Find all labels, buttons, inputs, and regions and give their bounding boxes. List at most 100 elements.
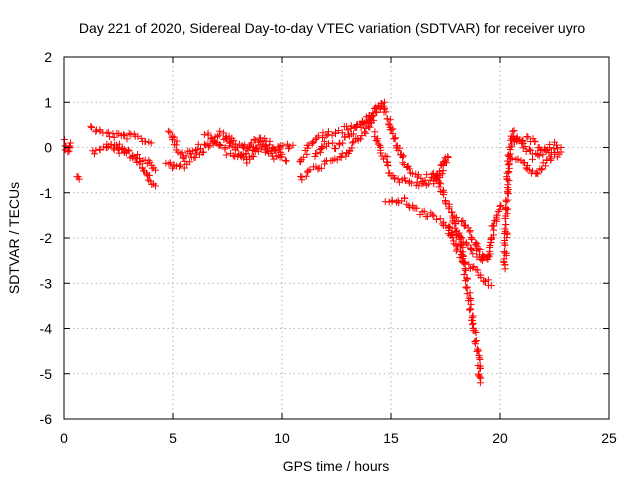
data-point [272,147,280,155]
data-point [244,146,252,154]
data-point [426,176,434,184]
data-point [206,142,214,150]
data-point [204,129,212,137]
data-point [445,226,453,234]
data-point [500,248,508,256]
data-point [320,138,328,146]
data-point [350,130,358,138]
y-axis-label: SDTVAR / TECUs [6,182,22,294]
data-point [423,171,431,179]
data-point [148,180,156,188]
data-point [165,160,173,168]
data-point [164,127,172,135]
data-point [534,170,542,178]
data-point [180,164,188,172]
data-point [509,127,517,135]
data-point [417,174,425,182]
data-point [147,139,155,147]
y-tick-label: 2 [44,49,52,65]
data-point [87,122,95,130]
data-point [459,217,467,225]
data-point [234,143,242,151]
data-point [372,108,380,116]
y-tick-label: -1 [40,185,53,201]
data-point [284,145,292,153]
data-point [436,179,444,187]
data-point [476,379,484,387]
y-tick-label: -6 [40,411,53,427]
data-point [152,166,160,174]
data-point [104,128,112,136]
data-point [429,169,437,177]
x-tick-label: 10 [274,430,290,446]
data-point [457,233,465,241]
data-point [88,123,96,131]
data-point [344,126,352,134]
data-point [444,154,452,162]
data-point [382,108,390,116]
data-point [533,169,541,177]
data-point [105,142,113,150]
data-point [123,135,131,143]
data-point [332,128,340,136]
data-point [337,153,345,161]
data-point [407,179,415,187]
data-point [145,171,153,179]
data-point [450,237,458,245]
data-point [439,160,447,168]
data-point [115,140,123,148]
data-point [514,155,522,163]
data-point [383,115,391,123]
data-point [399,152,407,160]
data-point [300,153,308,161]
data-point [282,157,290,165]
data-point [542,162,550,170]
data-point [197,145,205,153]
data-point [443,159,451,167]
data-point [547,156,555,164]
data-point [476,364,484,372]
data-point [448,209,456,217]
data-point [248,152,256,160]
data-point [358,132,366,140]
data-point [75,175,83,183]
data-point [428,211,436,219]
data-point [210,138,218,146]
data-point [106,133,114,141]
data-point [479,257,487,265]
data-point [471,327,479,335]
data-point [386,116,394,124]
data-point [119,131,127,139]
data-point [319,143,327,151]
data-point [296,157,304,165]
data-point [376,142,384,150]
data-point [394,175,402,183]
data-point [380,98,388,106]
data-point [246,142,254,150]
data-point [373,137,381,145]
data-point [474,266,482,274]
data-point [324,128,332,136]
data-point [335,126,343,134]
data-point [436,180,444,188]
data-point [507,155,515,163]
data-point [266,141,274,149]
data-point [328,131,336,139]
data-point [461,222,469,230]
data-point [384,161,392,169]
data-point [433,171,441,179]
data-point [276,145,284,153]
data-point [503,175,511,183]
data-point [501,225,509,233]
data-point [329,139,337,147]
data-point [390,135,398,143]
data-point [222,151,230,159]
data-point [136,158,144,166]
data-point [230,137,238,145]
data-point [340,133,348,141]
y-tick-label: -2 [40,230,53,246]
data-point [472,329,480,337]
data-point [216,127,224,135]
data-point [242,150,250,158]
